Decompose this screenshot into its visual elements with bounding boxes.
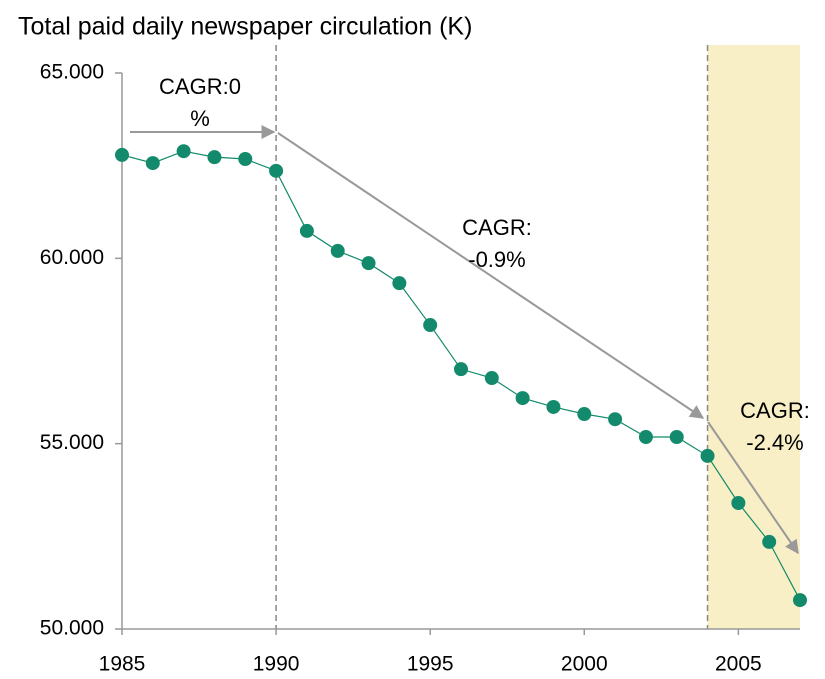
point — [145, 156, 160, 171]
arrow — [707, 421, 799, 555]
point — [638, 429, 653, 444]
chart-title: Total paid daily newspaper circulation (… — [18, 13, 472, 41]
annotation: CAGR:0 — [159, 74, 241, 99]
y-tick-label: 65.000 — [40, 61, 104, 84]
point — [269, 163, 284, 178]
shaded-range — [707, 45, 800, 629]
annotation: CAGR: — [740, 398, 810, 423]
point — [454, 362, 468, 377]
annotation: -0.9% — [468, 247, 525, 272]
point — [207, 150, 222, 165]
point — [515, 391, 530, 406]
point — [700, 448, 715, 463]
point — [361, 256, 376, 271]
point — [577, 407, 592, 422]
x-tick-label: 2000 — [561, 653, 608, 676]
point — [546, 399, 561, 414]
point — [608, 412, 623, 427]
point — [762, 534, 777, 549]
point — [330, 243, 345, 258]
point — [115, 147, 129, 162]
point — [731, 495, 746, 510]
point — [484, 371, 499, 386]
point — [176, 144, 191, 159]
x-tick-label: 1990 — [253, 653, 300, 676]
point — [392, 276, 407, 291]
annotation: CAGR: — [462, 215, 532, 240]
annotation: % — [190, 106, 210, 131]
y-tick-label: 50.000 — [40, 617, 104, 640]
point — [423, 318, 438, 333]
arrows — [130, 125, 799, 555]
annotation: -2.4% — [746, 430, 803, 455]
point — [793, 593, 807, 608]
point — [299, 223, 314, 238]
y-tick-label: 60.000 — [40, 246, 104, 269]
arrow — [277, 132, 705, 419]
point — [238, 151, 253, 166]
x-tick-label: 2005 — [715, 653, 762, 676]
y-tick-label: 55.000 — [40, 431, 104, 454]
point — [669, 429, 684, 444]
x-tick-label: 1995 — [407, 653, 454, 676]
x-tick-label: 1985 — [99, 653, 146, 676]
